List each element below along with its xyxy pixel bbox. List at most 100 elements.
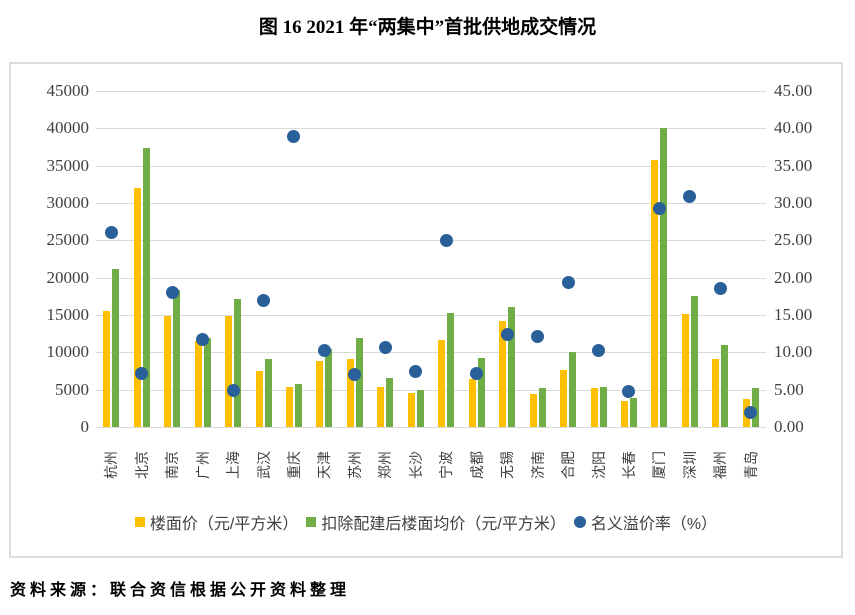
premium-dot <box>470 366 484 380</box>
legend-item: 名义溢价率（%） <box>573 510 718 534</box>
gridline <box>96 128 766 130</box>
gridline <box>96 277 766 279</box>
x-axis-label: 宁波 <box>438 451 455 479</box>
gridline <box>96 240 766 242</box>
premium-dot <box>683 189 697 203</box>
y-axis-right-tick: 0.00 <box>774 417 804 436</box>
y-axis-left-tick: 15000 <box>46 305 90 324</box>
source-note: 资料来源：联合资信根据公开资料整理 <box>10 582 351 599</box>
premium-dot <box>592 343 605 357</box>
x-axis-label: 天津 <box>316 451 333 479</box>
premium-dot <box>409 364 423 378</box>
gridline <box>96 315 766 316</box>
gridline <box>96 165 766 167</box>
bar-floor-price <box>285 387 293 427</box>
premium-dot <box>165 286 179 300</box>
bar-net-price <box>569 352 577 427</box>
x-axis-label: 苏州 <box>346 451 363 479</box>
premium-dot <box>348 368 362 382</box>
legend-item: 楼面价（元/平方米） <box>134 510 299 534</box>
y-axis-right-tick: 5.00 <box>774 379 804 399</box>
x-axis-label: 长沙 <box>407 451 424 479</box>
legend: 楼面价（元/平方米） 扣除配建后楼面均价（元/平方米） 名义溢价率（%） <box>11 510 841 534</box>
y-axis-left-tick: 25000 <box>46 230 90 250</box>
legend-circle-marker-icon <box>573 516 586 528</box>
x-axis-label: 长春 <box>620 451 637 479</box>
bar-floor-price <box>499 320 507 427</box>
bar-floor-price <box>346 359 354 427</box>
premium-dot <box>135 367 149 381</box>
x-axis-label: 深圳 <box>681 451 698 479</box>
premium-dot <box>744 405 758 419</box>
premium-dot <box>652 201 666 215</box>
y-axis-left-tick: 5000 <box>55 379 89 399</box>
bar-net-price <box>294 384 302 427</box>
bar-net-price <box>234 298 242 427</box>
x-axis-label: 济南 <box>529 451 546 479</box>
bar-floor-price <box>255 371 263 427</box>
bar-net-price <box>538 388 546 427</box>
premium-dot <box>500 327 514 341</box>
x-axis-label: 南京 <box>164 451 181 479</box>
bar-net-price <box>447 312 455 427</box>
y-axis-left-tick: 0 <box>80 417 90 436</box>
bar-net-price <box>355 338 363 427</box>
bar-floor-price <box>438 339 446 427</box>
bar-floor-price <box>103 311 111 427</box>
bar-net-price <box>386 378 394 427</box>
bar-net-price <box>660 128 668 427</box>
bar-floor-price <box>651 159 659 427</box>
x-axis-label: 成都 <box>468 451 485 479</box>
legend-square-marker-icon <box>134 517 145 527</box>
bar-floor-price <box>316 360 324 427</box>
bar-net-price <box>173 289 181 427</box>
bar-net-price <box>264 359 272 427</box>
gridline <box>96 352 766 354</box>
y-axis-left-tick: 40000 <box>46 118 90 138</box>
bar-net-price <box>203 338 211 427</box>
bar-floor-price <box>681 313 689 427</box>
x-axis-label: 广州 <box>194 451 211 479</box>
y-axis-left-tick: 35000 <box>46 155 90 175</box>
bar-net-price <box>416 389 424 427</box>
bar-floor-price <box>194 341 202 427</box>
x-axis-label: 郑州 <box>377 451 394 479</box>
legend-label: 楼面价（元/平方米） <box>149 516 299 533</box>
premium-dot <box>104 225 118 239</box>
gridline <box>96 91 766 92</box>
y-axis-right-tick: 30.00 <box>774 193 813 212</box>
x-axis-label: 北京 <box>133 451 150 479</box>
x-axis-label: 无锡 <box>499 451 516 479</box>
premium-dot <box>287 130 301 144</box>
bar-net-price <box>477 358 485 427</box>
premium-dot <box>561 276 575 290</box>
x-axis-label: 上海 <box>225 451 242 479</box>
bar-floor-price <box>712 359 720 427</box>
y-axis-right-tick: 35.00 <box>774 155 813 175</box>
bar-floor-price <box>529 394 537 427</box>
bar-floor-price <box>164 316 172 427</box>
bar-net-price <box>629 397 637 427</box>
bar-net-price <box>599 387 607 427</box>
gridline <box>96 427 766 428</box>
premium-dot <box>378 340 392 354</box>
bar-floor-price <box>468 379 476 427</box>
x-axis-label: 合肥 <box>560 451 577 479</box>
x-axis-label: 青岛 <box>742 451 759 479</box>
chart-title: 图 16 2021 年“两集中”首批供地成交情况 <box>258 17 597 38</box>
legend-item: 扣除配建后楼面均价（元/平方米） <box>306 510 566 534</box>
y-axis-right-tick: 10.00 <box>774 342 813 362</box>
bar-floor-price <box>560 369 568 427</box>
y-axis-right-tick: 40.00 <box>774 118 813 138</box>
bar-floor-price <box>407 392 415 427</box>
chart-container: 45000 45.00 40000 40.00 35000 35.00 30000 30.00… <box>9 62 843 558</box>
bar-net-price <box>325 349 333 427</box>
y-axis-right-tick: 25.00 <box>774 230 813 250</box>
gridline <box>96 203 766 204</box>
x-axis-label: 沈阳 <box>590 451 607 479</box>
premium-dot <box>622 385 636 399</box>
y-axis-right-tick: 15.00 <box>774 305 813 324</box>
x-axis-label: 武汉 <box>255 451 272 479</box>
legend-label: 名义溢价率（%） <box>590 516 718 533</box>
bar-net-price <box>721 344 729 427</box>
